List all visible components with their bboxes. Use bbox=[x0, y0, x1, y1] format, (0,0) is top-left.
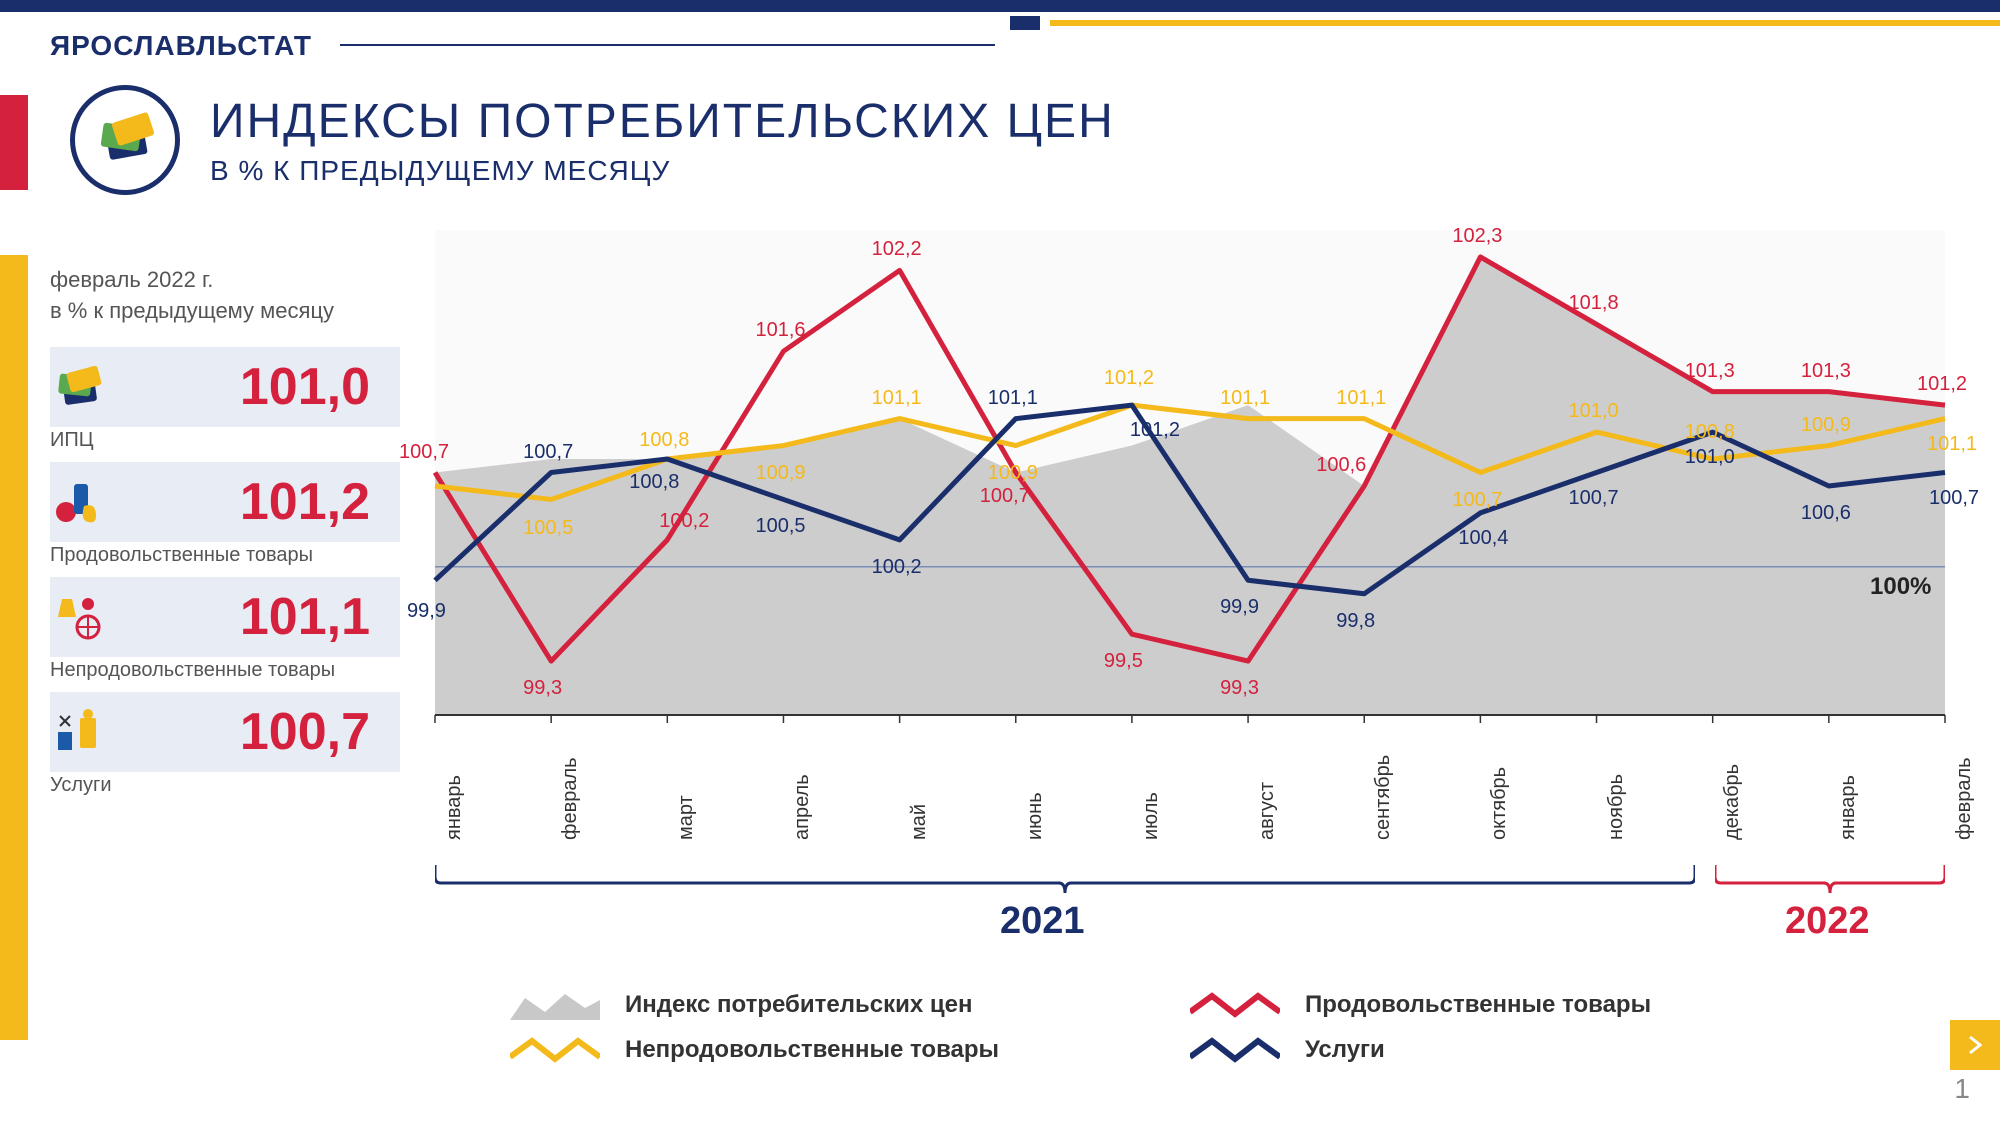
legend-item-nonfood: Непродовольственные товары bbox=[510, 1035, 1110, 1065]
data-point-label: 101,1 bbox=[988, 387, 1038, 410]
side-title: февраль 2022 г. в % к предыдущему месяцу bbox=[50, 265, 400, 327]
legend-item-services: Услуги bbox=[1190, 1035, 1790, 1065]
page-subtitle: В % К ПРЕДЫДУЩЕМУ МЕСЯЦУ bbox=[210, 155, 1115, 187]
metric-label: Услуги bbox=[50, 774, 400, 797]
side-panel: февраль 2022 г. в % к предыдущему месяцу… bbox=[50, 265, 400, 807]
metric-label: ИПЦ bbox=[50, 429, 400, 452]
data-point-label: 101,3 bbox=[1685, 360, 1735, 383]
metric-label: Непродовольственные товары bbox=[50, 659, 400, 682]
x-label: декабрь bbox=[1721, 764, 1744, 840]
metric-row: 101,0 bbox=[50, 347, 400, 427]
data-point-label: 100,7 bbox=[980, 485, 1030, 508]
data-point-label: 100,7 bbox=[1569, 487, 1619, 510]
metric-value: 101,2 bbox=[123, 472, 400, 532]
metric-icon bbox=[50, 704, 105, 759]
x-label: апрель bbox=[791, 774, 814, 840]
x-label: январь bbox=[443, 775, 466, 840]
data-point-label: 101,0 bbox=[1685, 446, 1735, 469]
year-bracket-2022 bbox=[1715, 865, 1945, 895]
page-title: ИНДЕКСЫ ПОТРЕБИТЕЛЬСКИХ ЦЕН bbox=[210, 94, 1115, 149]
data-point-label: 101,1 bbox=[1336, 387, 1386, 410]
data-point-label: 100,5 bbox=[755, 515, 805, 538]
x-label: ноябрь bbox=[1605, 774, 1628, 840]
metric-label: Продовольственные товары bbox=[50, 544, 400, 567]
data-point-label: 100,2 bbox=[872, 556, 922, 579]
x-axis-labels: январь февраль март апрель май июнь июль август… bbox=[420, 755, 1960, 845]
top-bar bbox=[0, 0, 2000, 12]
x-label: февраль bbox=[1953, 757, 1976, 840]
data-point-label: 100,6 bbox=[1801, 502, 1851, 525]
metric-value: 101,1 bbox=[123, 587, 400, 647]
metric-value: 100,7 bbox=[123, 702, 400, 762]
header: ИНДЕКСЫ ПОТРЕБИТЕЛЬСКИХ ЦЕН В % К ПРЕДЫД… bbox=[70, 85, 1115, 195]
legend: Индекс потребительских цен Продовольстве… bbox=[510, 990, 1910, 1080]
year-label-2021: 2021 bbox=[1000, 900, 1085, 943]
data-point-label: 101,2 bbox=[1104, 367, 1154, 390]
metric-row: 101,1 bbox=[50, 577, 400, 657]
data-point-label: 101,2 bbox=[1917, 373, 1967, 396]
year-label-2022: 2022 bbox=[1785, 900, 1870, 943]
data-point-label: 100,8 bbox=[639, 429, 689, 452]
data-point-label: 101,6 bbox=[755, 319, 805, 342]
x-label: июль bbox=[1140, 792, 1163, 840]
ref-line-label: 100% bbox=[1870, 573, 1931, 601]
legend-item-area: Индекс потребительских цен bbox=[510, 990, 1110, 1020]
x-label: февраль bbox=[559, 757, 582, 840]
data-point-label: 100,9 bbox=[988, 462, 1038, 485]
org-label: ЯРОСЛАВЛЬСТАТ bbox=[50, 30, 312, 62]
top-accent bbox=[1010, 16, 1040, 30]
x-label: март bbox=[675, 795, 698, 840]
next-button[interactable] bbox=[1950, 1020, 2000, 1070]
metric-icon bbox=[50, 474, 105, 529]
data-point-label: 100,9 bbox=[1801, 414, 1851, 437]
year-bracket-2021 bbox=[435, 865, 1695, 895]
data-point-label: 102,3 bbox=[1452, 225, 1502, 248]
data-point-label: 99,9 bbox=[407, 600, 446, 623]
x-label: июнь bbox=[1024, 792, 1047, 840]
data-point-label: 102,2 bbox=[872, 238, 922, 261]
metric-value: 101,0 bbox=[123, 357, 400, 417]
data-point-label: 99,8 bbox=[1336, 610, 1375, 633]
metric-row: 101,2 bbox=[50, 462, 400, 542]
data-point-label: 101,1 bbox=[872, 387, 922, 410]
page-number: 1 bbox=[1954, 1073, 1970, 1105]
header-icon bbox=[70, 85, 180, 195]
side-yellow-accent bbox=[0, 255, 28, 1040]
legend-item-food: Продовольственные товары bbox=[1190, 990, 1790, 1020]
x-label: октябрь bbox=[1488, 767, 1511, 840]
metric-icon bbox=[50, 589, 105, 644]
org-divider bbox=[340, 44, 995, 46]
data-point-label: 99,5 bbox=[1104, 650, 1143, 673]
data-point-label: 101,1 bbox=[1220, 387, 1270, 410]
side-red-accent bbox=[0, 95, 28, 190]
data-point-label: 99,3 bbox=[523, 677, 562, 700]
data-point-label: 99,9 bbox=[1220, 596, 1259, 619]
data-point-label: 100,8 bbox=[629, 471, 679, 494]
data-point-label: 101,0 bbox=[1569, 400, 1619, 423]
data-point-label: 101,2 bbox=[1130, 419, 1180, 442]
data-point-label: 101,8 bbox=[1569, 292, 1619, 315]
data-point-label: 100,2 bbox=[659, 510, 709, 533]
x-label: август bbox=[1256, 782, 1279, 840]
x-label: сентябрь bbox=[1372, 755, 1395, 840]
data-point-label: 100,9 bbox=[755, 462, 805, 485]
data-point-label: 100,4 bbox=[1458, 527, 1508, 550]
data-point-label: 101,1 bbox=[1927, 433, 1977, 456]
data-point-label: 99,3 bbox=[1220, 677, 1259, 700]
x-label: май bbox=[908, 804, 931, 840]
top-yellow-line bbox=[1050, 20, 2000, 26]
data-point-label: 100,6 bbox=[1316, 454, 1366, 477]
metric-icon bbox=[50, 359, 105, 414]
data-point-label: 100,7 bbox=[399, 441, 449, 464]
metric-row: 100,7 bbox=[50, 692, 400, 772]
data-point-label: 100,7 bbox=[1929, 487, 1979, 510]
data-point-label: 100,7 bbox=[523, 441, 573, 464]
x-label: январь bbox=[1837, 775, 1860, 840]
data-point-label: 100,7 bbox=[1452, 489, 1502, 512]
data-point-label: 100,8 bbox=[1685, 421, 1735, 444]
data-point-label: 101,3 bbox=[1801, 360, 1851, 383]
data-point-label: 100,5 bbox=[523, 517, 573, 540]
